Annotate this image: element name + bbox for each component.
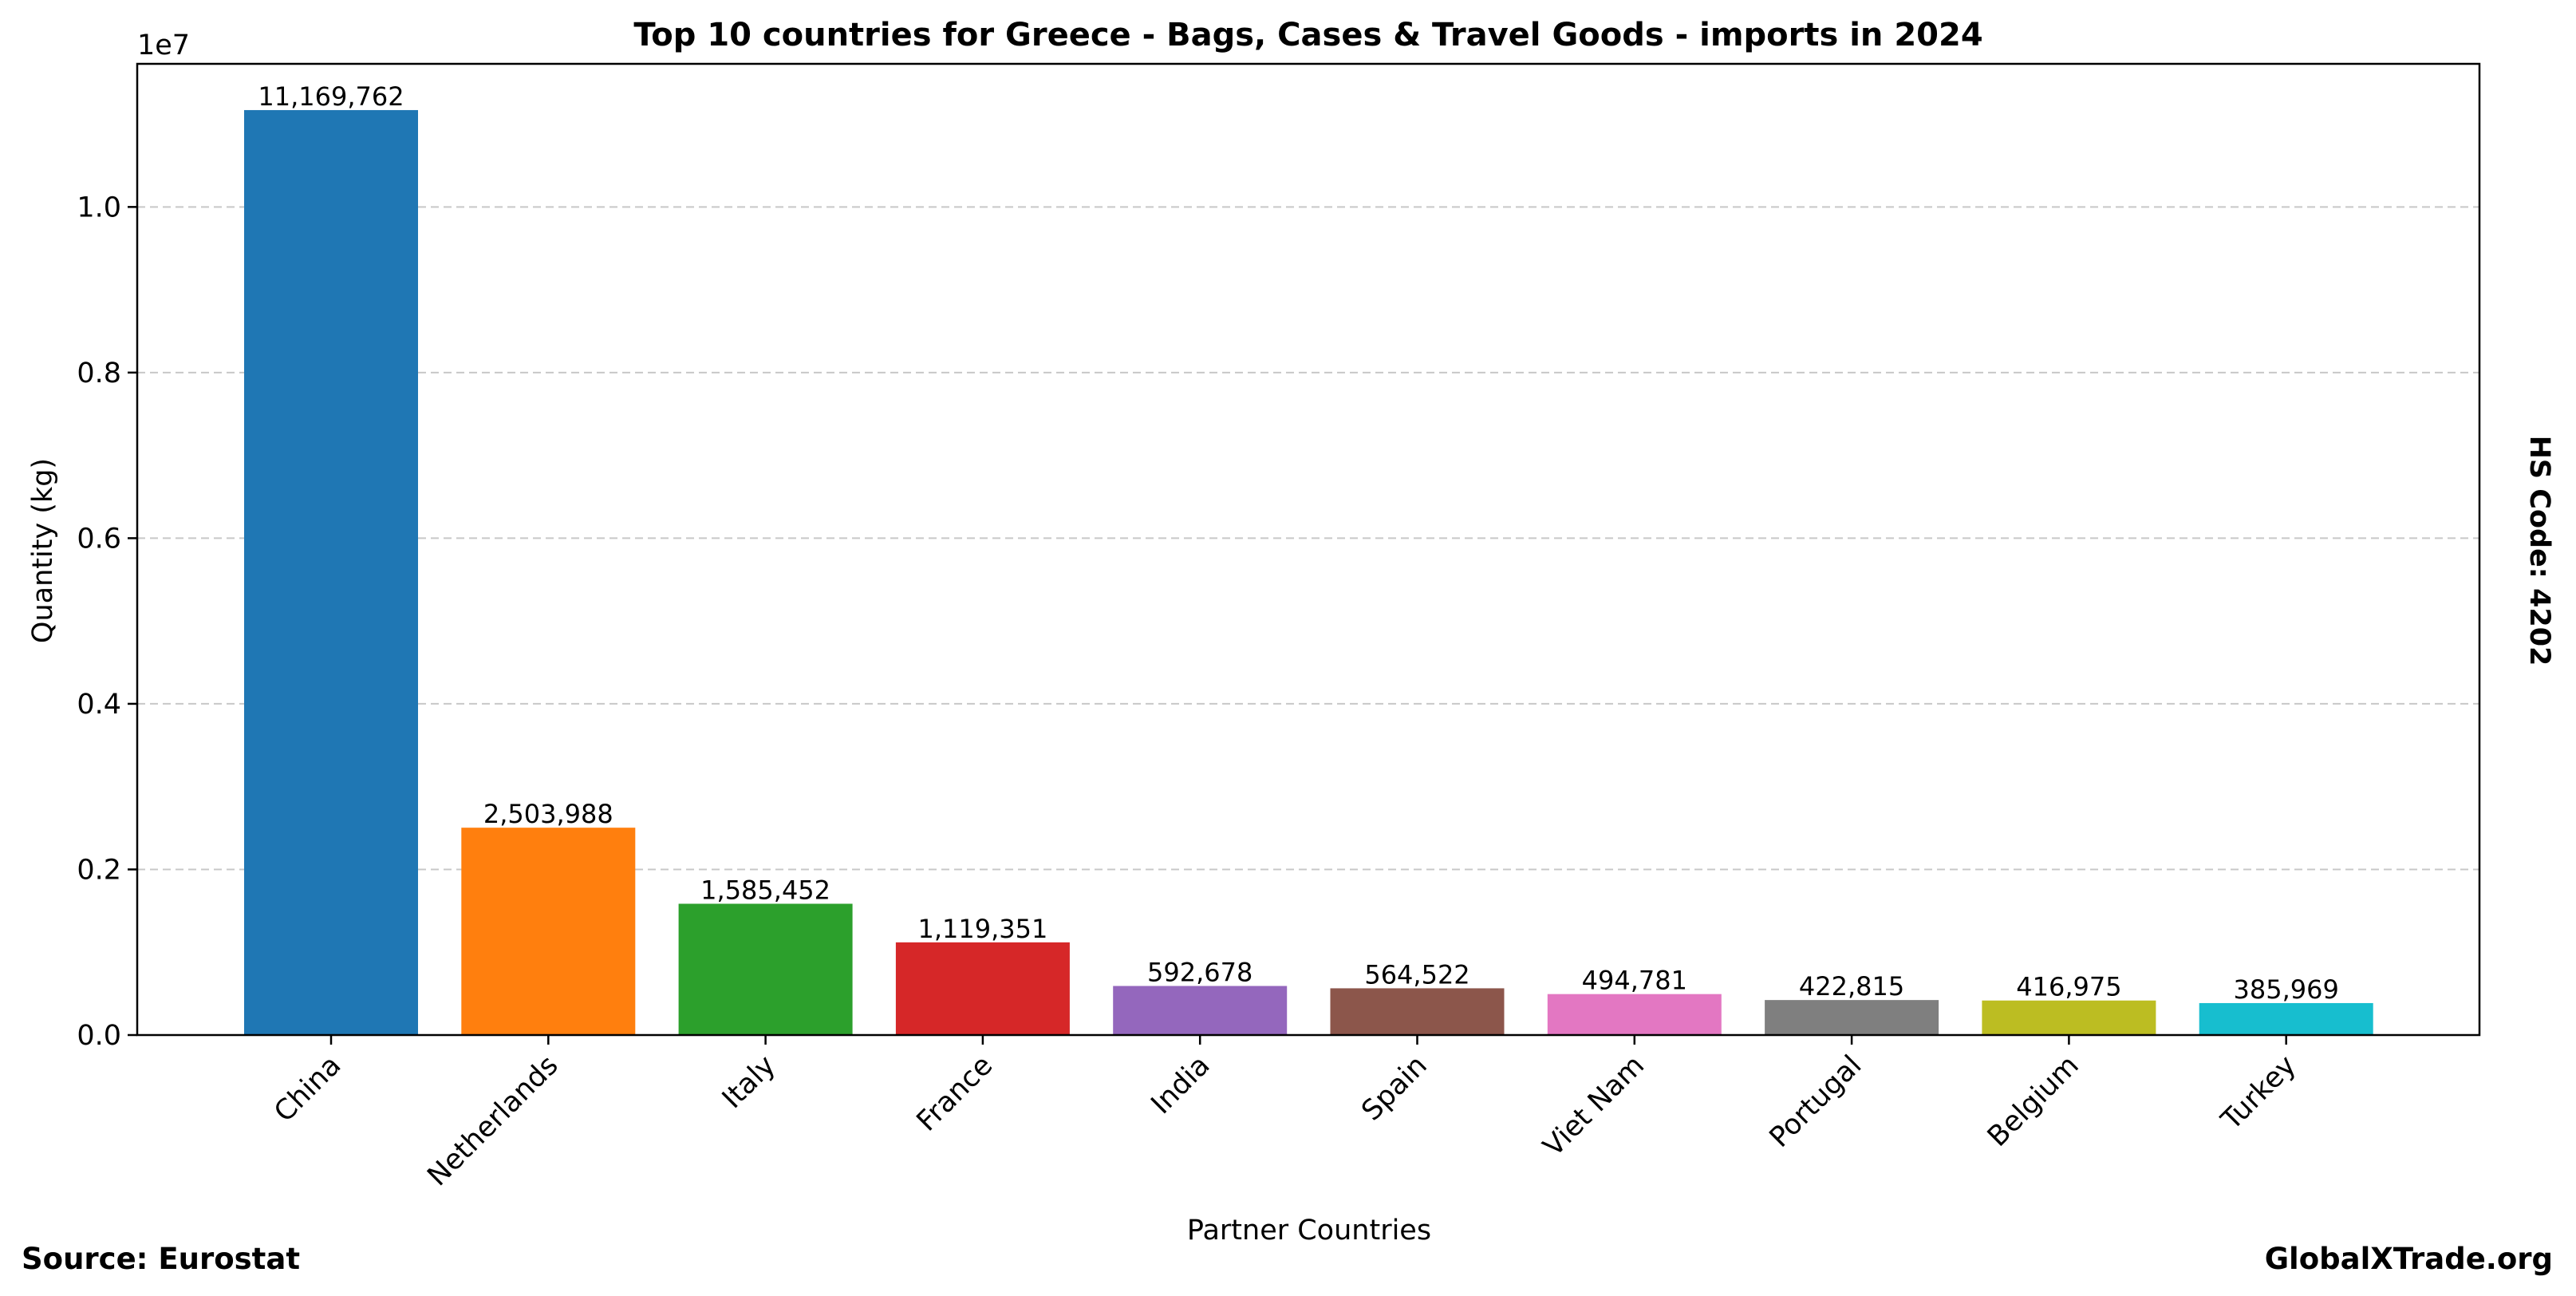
bar-value-label: 2,503,988 bbox=[483, 799, 613, 829]
bar-value-labels: 11,169,762 2,503,988 1,585,452 1,119,351 592… bbox=[258, 81, 2338, 1005]
y-tick-label: 0.0 bbox=[77, 1020, 121, 1052]
chart-title: Top 10 countries for Greece - Bags, Case… bbox=[633, 17, 1982, 53]
x-tick-label: Italy bbox=[716, 1049, 782, 1115]
bar-china bbox=[244, 109, 418, 1035]
source-note: Source: Eurostat bbox=[22, 1242, 300, 1276]
plot-frame bbox=[136, 62, 2481, 1037]
bar-turkey bbox=[2199, 1002, 2373, 1035]
x-tick-label: China bbox=[268, 1049, 347, 1128]
bar-value-label: 494,781 bbox=[1582, 966, 1687, 996]
brand-label: GlobalXTrade.org bbox=[2265, 1242, 2553, 1276]
x-tick-label: Portugal bbox=[1764, 1049, 1868, 1154]
y-axis-ticks: 0.0 0.2 0.4 0.6 0.8 1.0 bbox=[77, 192, 137, 1052]
bar-value-label: 1,119,351 bbox=[917, 914, 1047, 944]
x-tick-label: India bbox=[1146, 1049, 1217, 1120]
bar-netherlands bbox=[461, 828, 636, 1035]
x-axis-label: Partner Countries bbox=[1187, 1215, 1431, 1247]
bar-value-label: 564,522 bbox=[1364, 959, 1469, 990]
x-tick-label: France bbox=[911, 1049, 1000, 1138]
bar-value-label: 422,815 bbox=[1799, 971, 1904, 1002]
y-tick-label: 0.6 bbox=[77, 523, 121, 555]
bar-india bbox=[1113, 986, 1288, 1035]
x-tick-label: Spain bbox=[1355, 1049, 1433, 1127]
bar-spain bbox=[1330, 988, 1505, 1035]
bar-france bbox=[895, 942, 1070, 1035]
y-tick-label: 0.4 bbox=[77, 689, 121, 721]
bar-value-label: 592,678 bbox=[1147, 957, 1252, 987]
x-axis-ticks: China Netherlands Italy France India Spain Vie… bbox=[268, 1035, 2302, 1192]
bar-value-label: 11,169,762 bbox=[258, 81, 404, 112]
y-tick-label: 0.8 bbox=[77, 358, 121, 389]
y-tick-label: 0.2 bbox=[77, 854, 121, 886]
grid-lines bbox=[137, 206, 2479, 871]
bar-value-label: 416,975 bbox=[2016, 972, 2121, 1002]
y-axis-multiplier: 1e7 bbox=[137, 30, 190, 61]
y-tick-label: 1.0 bbox=[77, 192, 121, 223]
x-tick-label: Viet Nam bbox=[1537, 1049, 1651, 1163]
x-tick-label: Netherlands bbox=[422, 1049, 565, 1192]
bars bbox=[244, 109, 2373, 1035]
x-tick-label: Turkey bbox=[2215, 1049, 2303, 1137]
bar-value-label: 385,969 bbox=[2234, 974, 2339, 1005]
bar-italy bbox=[678, 903, 853, 1035]
y-axis-label: Quantity (kg) bbox=[27, 458, 59, 643]
bar-viet-nam bbox=[1547, 994, 1722, 1035]
hs-code-label: HS Code: 4202 bbox=[2523, 436, 2555, 666]
bar-portugal bbox=[1765, 1000, 1939, 1035]
bar-belgium bbox=[1982, 1000, 2156, 1035]
bar-value-label: 1,585,452 bbox=[700, 875, 830, 905]
x-tick-label: Belgium bbox=[1982, 1049, 2085, 1153]
